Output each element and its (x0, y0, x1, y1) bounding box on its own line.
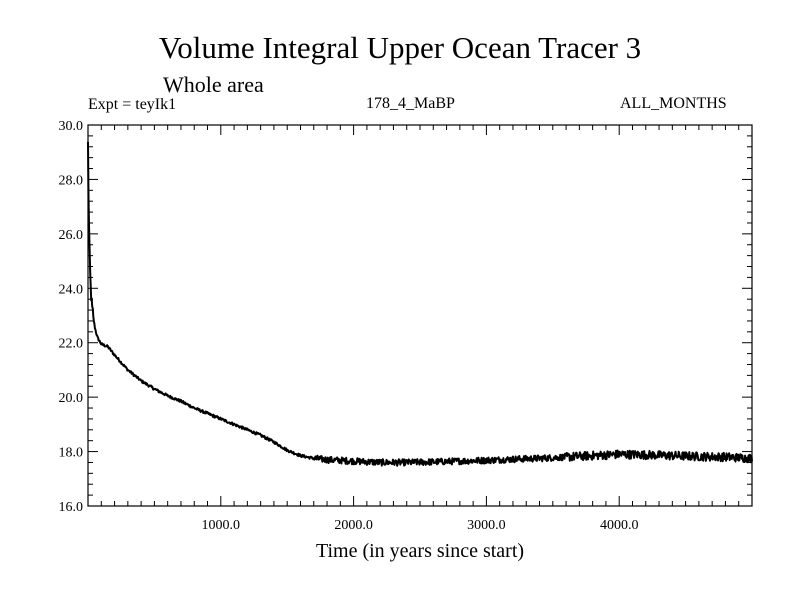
y-tick-label: 26.0 (59, 228, 84, 243)
y-tick-label: 24.0 (59, 282, 84, 297)
run-label: 178_4_MaBP (366, 95, 455, 112)
x-tick-label: 2000.0 (334, 518, 373, 533)
x-tick-label: 4000.0 (600, 518, 639, 533)
x-tick-label: 3000.0 (467, 518, 506, 533)
period-label: ALL_MONTHS (620, 95, 727, 112)
series-line-tracer-3 (87, 141, 753, 467)
chart-title: Volume Integral Upper Ocean Tracer 3 (158, 30, 642, 65)
plot-frame (87, 124, 753, 507)
axis-ticks (88, 125, 752, 506)
y-tick-label: 28.0 (59, 173, 84, 188)
y-tick-label: 16.0 (59, 500, 84, 515)
axis-tick-labels: 1000.0 2000.0 3000.0 4000.0 16.0 18.0 20.0 22.0… (59, 119, 639, 533)
y-tick-label: 30.0 (59, 119, 84, 134)
x-tick-label: 1000.0 (202, 518, 241, 533)
y-tick-label: 20.0 (59, 391, 84, 406)
y-tick-label: 22.0 (59, 337, 84, 352)
x-axis-label: Time (in years since start) (316, 540, 524, 562)
y-tick-label: 18.0 (59, 446, 84, 461)
experiment-label: Expt = teyIk1 (88, 96, 177, 113)
chart-subtitle: Whole area (163, 72, 264, 97)
